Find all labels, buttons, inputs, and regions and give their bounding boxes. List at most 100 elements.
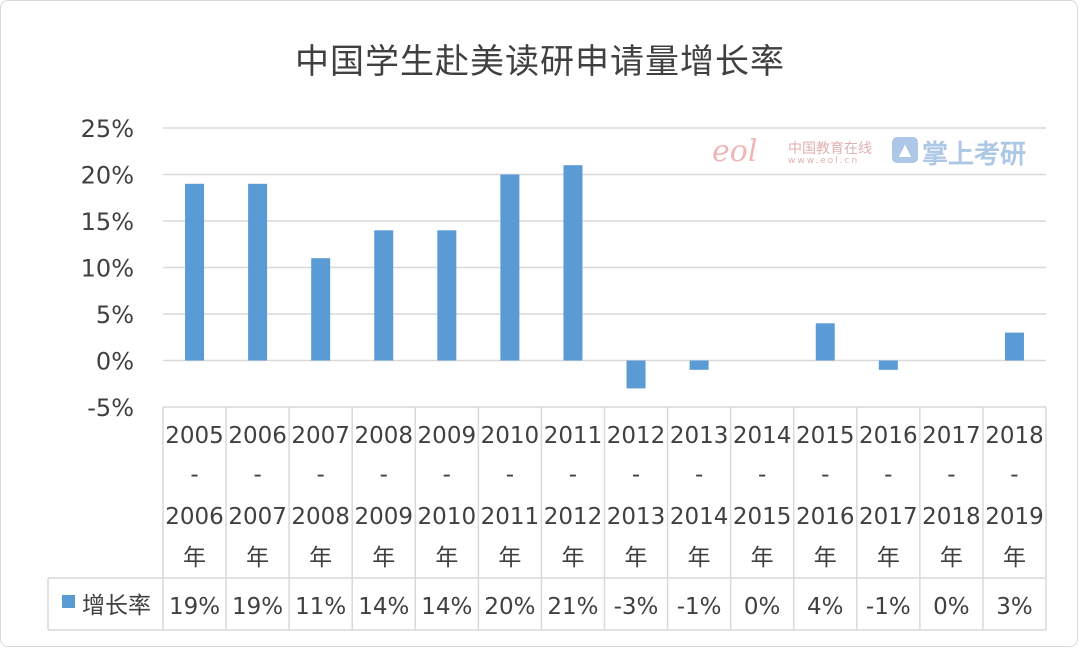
bar xyxy=(374,230,394,361)
x-tick-label: 2019 xyxy=(985,504,1044,530)
y-tick-label: -5% xyxy=(87,394,134,422)
bar xyxy=(626,360,646,389)
y-tick-label: 20% xyxy=(81,162,134,190)
y-tick-label: 5% xyxy=(96,301,134,329)
x-tick-label: 2017 xyxy=(922,423,981,449)
bar xyxy=(185,183,205,361)
x-tick-label: 2017 xyxy=(859,504,918,530)
x-tick-label: 2010 xyxy=(481,423,540,449)
x-tick-label: 2013 xyxy=(607,504,666,530)
x-tick-label: 年 xyxy=(814,545,837,571)
x-tick-label: 年 xyxy=(435,545,458,571)
x-tick-label: - xyxy=(443,462,451,488)
y-tick-label: 15% xyxy=(81,208,134,236)
bar xyxy=(437,230,457,361)
data-label: 19% xyxy=(232,594,283,620)
x-tick-label: 2007 xyxy=(291,423,350,449)
bar xyxy=(815,323,835,361)
x-tick-label: 2011 xyxy=(544,423,603,449)
x-tick-label: 2018 xyxy=(922,504,981,530)
bar xyxy=(878,360,898,370)
legend-swatch xyxy=(62,595,75,608)
x-tick-label: - xyxy=(317,462,325,488)
y-tick-label: 0% xyxy=(96,348,134,376)
legend-label: 增长率 xyxy=(82,593,151,619)
bar xyxy=(1004,332,1024,361)
x-tick-label: - xyxy=(884,462,892,488)
y-tick-label: 25% xyxy=(81,115,134,143)
data-label: 14% xyxy=(421,594,472,620)
x-tick-label: - xyxy=(569,462,577,488)
x-tick-label: 2011 xyxy=(481,504,540,530)
x-tick-label: - xyxy=(380,462,388,488)
watermark-brand: 掌上考研 xyxy=(922,140,1027,170)
x-tick-label: 2006 xyxy=(165,504,224,530)
bar xyxy=(689,360,709,370)
x-tick-label: - xyxy=(758,462,766,488)
x-tick-label: - xyxy=(821,462,829,488)
x-tick-label: 2018 xyxy=(985,423,1044,449)
x-tick-label: 年 xyxy=(1003,545,1026,571)
x-tick-label: - xyxy=(506,462,514,488)
x-tick-label: 2013 xyxy=(670,423,729,449)
data-label: -3% xyxy=(614,594,659,620)
x-tick-label: - xyxy=(190,462,198,488)
data-label: 14% xyxy=(358,594,409,620)
x-tick-label: 年 xyxy=(688,545,711,571)
x-tick-label: 2012 xyxy=(607,423,666,449)
watermark-logo: eol xyxy=(712,134,758,169)
data-label: 11% xyxy=(295,594,346,620)
x-tick-label: 2014 xyxy=(670,504,729,530)
bar xyxy=(563,165,583,361)
data-label: -1% xyxy=(866,594,911,620)
x-tick-label: 2009 xyxy=(418,423,477,449)
data-label: 0% xyxy=(744,594,781,620)
data-label: 21% xyxy=(547,594,598,620)
x-tick-label: 2015 xyxy=(733,504,792,530)
x-tick-label: 年 xyxy=(309,545,332,571)
data-label: -1% xyxy=(677,594,722,620)
x-tick-label: 2012 xyxy=(544,504,603,530)
x-tick-label: 2009 xyxy=(354,504,413,530)
bar xyxy=(500,174,520,361)
x-tick-label: 年 xyxy=(877,545,900,571)
x-tick-label: 年 xyxy=(183,545,206,571)
bar xyxy=(248,183,268,361)
data-label: 19% xyxy=(169,594,220,620)
x-tick-label: 年 xyxy=(561,545,584,571)
x-tick-label: 2007 xyxy=(228,504,287,530)
x-tick-label: 年 xyxy=(940,545,963,571)
x-tick-label: - xyxy=(1010,462,1018,488)
x-tick-label: 2006 xyxy=(228,423,287,449)
watermark: eol 中国教育在线 www.eol.cn ▲ 掌上考研 xyxy=(712,134,1047,170)
data-label: 20% xyxy=(484,594,535,620)
data-label: 3% xyxy=(996,594,1033,620)
x-tick-label: - xyxy=(632,462,640,488)
data-label: 0% xyxy=(933,594,970,620)
x-tick-label: 年 xyxy=(751,545,774,571)
x-tick-label: 2016 xyxy=(859,423,918,449)
data-label: 4% xyxy=(807,594,844,620)
x-tick-label: 2014 xyxy=(733,423,792,449)
x-tick-label: 年 xyxy=(246,545,269,571)
watermark-site-name: 中国教育在线 xyxy=(788,141,872,157)
chart-title: 中国学生赴美读研申请量增长率 xyxy=(295,42,785,82)
x-tick-label: 2016 xyxy=(796,504,855,530)
x-tick-label: 2010 xyxy=(418,504,477,530)
x-tick-label: 2005 xyxy=(165,423,224,449)
x-tick-label: - xyxy=(253,462,261,488)
x-tick-label: 2015 xyxy=(796,423,855,449)
x-tick-label: 2008 xyxy=(354,423,413,449)
watermark-url: www.eol.cn xyxy=(788,156,860,166)
x-tick-label: 2008 xyxy=(291,504,350,530)
x-tick-label: - xyxy=(947,462,955,488)
y-tick-label: 10% xyxy=(81,255,134,283)
graduation-cap-icon: ▲ xyxy=(892,137,918,163)
x-tick-label: 年 xyxy=(625,545,648,571)
bar xyxy=(311,258,331,361)
x-tick-label: - xyxy=(695,462,703,488)
x-tick-label: 年 xyxy=(498,545,521,571)
x-tick-label: 年 xyxy=(372,545,395,571)
